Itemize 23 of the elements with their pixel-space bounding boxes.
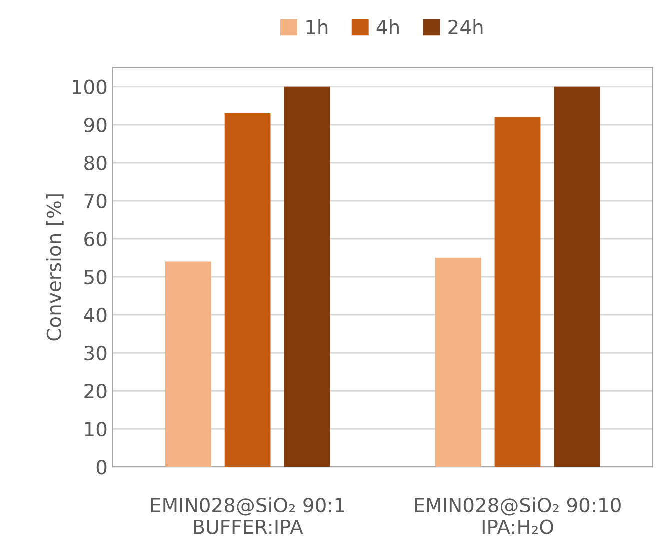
y-tick-label: 0 [96,460,107,475]
y-tick-label: 30 [84,346,107,361]
bar [224,113,271,468]
legend-label: 24h [448,20,483,34]
y-tick-label: 20 [84,384,107,399]
bar [435,258,482,468]
y-tick-label: 10 [85,422,107,437]
bar [494,117,541,468]
y-tick-label: 50 [84,270,107,285]
bar [554,86,600,468]
bar [284,86,330,468]
bar [165,262,212,468]
legend-label: 4h [376,20,399,34]
y-tick-label: 60 [84,232,107,247]
legend-label: 1h [306,20,328,34]
x-tick-label: EMIN028@SiO₂ 90:1 BUFFER:IPA [151,498,344,534]
y-tick-label: 80 [84,156,107,171]
x-tick-label: EMIN028@SiO₂ 90:10 IPA:H₂O [415,498,621,534]
y-tick-label: 90 [84,118,107,133]
y-tick-label: 70 [84,194,107,209]
y-tick-label: 100 [72,80,107,95]
y-tick-label: 40 [84,308,107,323]
y-axis-title: Conversion [%] [46,194,64,341]
